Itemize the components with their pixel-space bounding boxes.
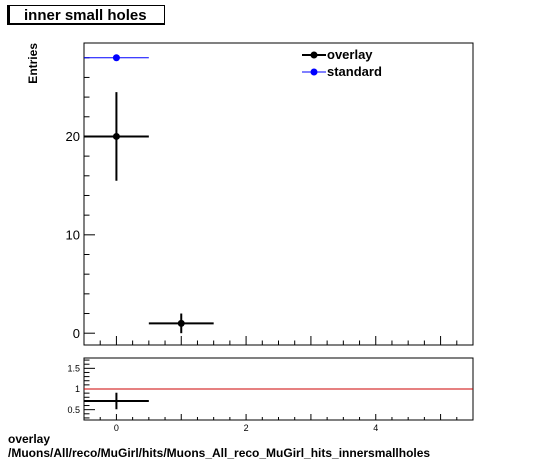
main-axis-ticks: 0 10 20: [66, 57, 474, 345]
ratio-y-tick-label: 0.5: [67, 405, 80, 415]
footer-line-1: overlay: [8, 432, 51, 446]
ratio-x-tick-label: 0: [114, 423, 119, 433]
main-standard-point: [112, 54, 120, 62]
main-y-tick-label: 10: [66, 228, 80, 243]
ratio-y-tick-label: 1: [75, 384, 80, 394]
main-data-marks: [84, 54, 214, 334]
legend-standard-label: standard: [327, 64, 382, 79]
ratio-y-tick-label: 1.5: [67, 364, 80, 374]
chart-title: inner small holes: [24, 7, 147, 24]
y-axis-label: Entries: [26, 43, 40, 84]
ratio-data-marks: [84, 388, 473, 410]
main-overlay-point: [177, 319, 185, 327]
legend-overlay-label: overlay: [327, 47, 373, 62]
main-y-tick-label: 0: [73, 326, 80, 341]
legend-standard-marker: [310, 68, 318, 76]
main-y-tick-label: 20: [66, 129, 80, 144]
main-plot-frame: [83, 42, 474, 346]
legend: overlay standard: [302, 47, 382, 79]
title-box: inner small holes: [7, 5, 165, 25]
footer: overlay /Muons/All/reco/MuGirl/hits/Muon…: [8, 432, 430, 460]
ratio-x-tick-label: 4: [373, 423, 378, 433]
ratio-axis-ticks: 0.5 1 1.5 0 2 4: [67, 359, 474, 433]
main-overlay-point: [112, 132, 120, 140]
footer-line-2: /Muons/All/reco/MuGirl/hits/Muons_All_re…: [8, 446, 431, 460]
legend-overlay-marker: [310, 51, 318, 59]
ratio-x-tick-label: 2: [244, 423, 249, 433]
